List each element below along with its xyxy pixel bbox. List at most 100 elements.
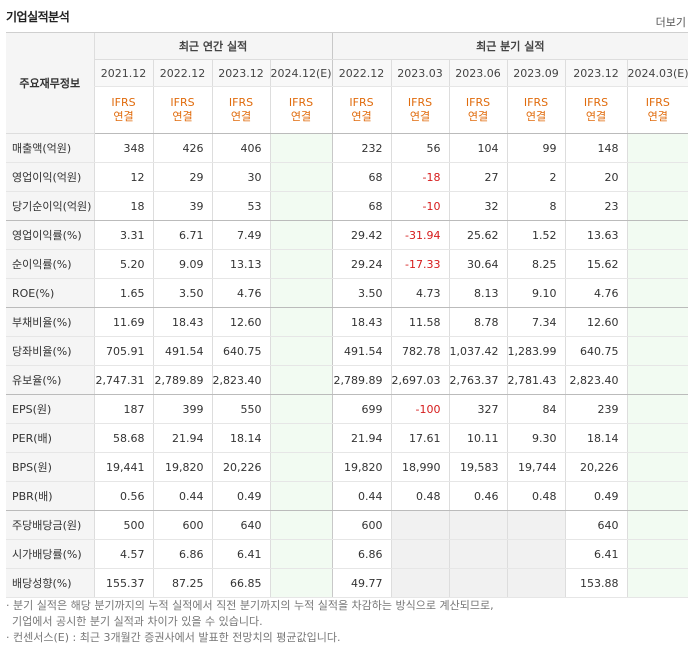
table-cell: 3.50 (152, 278, 212, 308)
period-header: 2021.12 (93, 59, 153, 87)
table-cell: 232 (331, 133, 392, 163)
table-cell: 19,820 (152, 452, 212, 482)
table-cell: 19,441 (93, 452, 153, 482)
table-cell (626, 191, 689, 221)
table-cell: 17.61 (390, 423, 450, 453)
table-cell: 0.46 (448, 481, 508, 511)
table-cell (269, 452, 333, 482)
table-cell: 0.44 (152, 481, 212, 511)
ifrs-label-top: IFRS (645, 96, 670, 109)
table-cell: 13.13 (211, 249, 270, 279)
table-cell: 84 (506, 394, 566, 424)
table-cell (269, 249, 333, 279)
table-cell: 6.86 (152, 539, 212, 569)
table-cell: 2,697.03 (390, 365, 450, 395)
table-cell: 491.54 (331, 336, 392, 366)
annual-group-header: 최근 연간 실적 (93, 32, 333, 60)
table-cell: 1,037.42 (448, 336, 508, 366)
financial-table: 주요재무정보 최근 연간 실적 최근 분기 실적 2021.12 2022.12 2… (6, 32, 689, 598)
table-cell: 6.41 (564, 539, 628, 569)
ifrs-label: IFRS 연결 (152, 86, 212, 134)
table-row: 주당배당금(원) 500 600 640 600 640 (6, 510, 689, 540)
quarter-group-header: 최근 분기 실적 (331, 32, 689, 60)
table-cell: 640.75 (211, 336, 270, 366)
table-cell (269, 278, 333, 308)
table-row: BPS(원) 19,441 19,820 20,226 19,820 18,990 19,5… (6, 452, 689, 482)
period-header: 2023.06 (448, 59, 508, 87)
table-cell (626, 539, 689, 569)
table-cell (626, 510, 689, 540)
table-row: PBR(배) 0.56 0.44 0.49 0.44 0.48 0.46 0.48 0.49 (6, 481, 689, 511)
table-cell: 104 (448, 133, 508, 163)
table-cell: 1.52 (506, 220, 566, 250)
table-cell: -10 (390, 191, 450, 221)
table-row: 유보율(%) 2,747.31 2,789.89 2,823.40 2,789.89 2,… (6, 365, 689, 395)
table-cell: 29 (152, 162, 212, 192)
table-cell: 12 (93, 162, 153, 192)
table-cell: 2,789.89 (331, 365, 392, 395)
table-cell (269, 162, 333, 192)
table-cell: 30 (211, 162, 270, 192)
table-cell (626, 394, 689, 424)
table-cell: 18.14 (564, 423, 628, 453)
table-cell (448, 539, 508, 569)
table-cell (448, 568, 508, 598)
table-cell (269, 133, 333, 163)
table-row: 부채비율(%) 11.69 18.43 12.60 18.43 11.58 8.78 7.34… (6, 307, 689, 337)
table-cell (269, 568, 333, 598)
period-header: 2022.12 (331, 59, 392, 87)
row-label: EPS(원) (6, 394, 94, 424)
ifrs-label-top: IFRS (111, 96, 136, 109)
table-cell: 23 (564, 191, 628, 221)
table-cell (269, 539, 333, 569)
table-cell: 2,781.43 (506, 365, 566, 395)
table-cell (626, 481, 689, 511)
table-cell: 25.62 (448, 220, 508, 250)
table-cell: 2,823.40 (564, 365, 628, 395)
table-cell: 3.50 (331, 278, 392, 308)
ifrs-label-bottom: 연결 (230, 110, 252, 123)
table-cell: 19,744 (506, 452, 566, 482)
table-cell: 20 (564, 162, 628, 192)
ifrs-label-top: IFRS (583, 96, 609, 109)
table-row: 영업이익(억원) 12 29 30 68 -18 27 2 20 (6, 162, 689, 192)
table-cell: 500 (93, 510, 153, 540)
table-cell: 4.76 (564, 278, 628, 308)
footnote: · 컨센서스(E) : 최근 3개월간 증권사에서 발표한 전망치의 평균값입니… (6, 631, 341, 644)
table-cell: 18 (93, 191, 153, 221)
more-link[interactable]: 더보기 (655, 16, 686, 29)
table-cell: 1.65 (93, 278, 153, 308)
table-cell: 5.20 (93, 249, 153, 279)
table-cell: 11.69 (93, 307, 153, 337)
table-cell: -31.94 (390, 220, 450, 250)
table-cell: 99 (506, 133, 566, 163)
table-cell (626, 249, 689, 279)
table-cell: 30.64 (448, 249, 508, 279)
table-cell: 21.94 (331, 423, 392, 453)
ifrs-label-bottom: 연결 (467, 110, 489, 123)
table-cell: 19,820 (331, 452, 392, 482)
table-cell: 155.37 (93, 568, 153, 598)
table-cell: 8.78 (448, 307, 508, 337)
row-label: 배당성향(%) (6, 568, 94, 598)
table-cell: 0.49 (564, 481, 628, 511)
table-cell: 9.09 (152, 249, 212, 279)
row-label: 매출액(억원) (6, 133, 94, 163)
table-cell: 640 (211, 510, 270, 540)
table-cell: -17.33 (390, 249, 450, 279)
table-cell: 4.57 (93, 539, 153, 569)
row-label: 당좌비율(%) (6, 336, 94, 366)
table-cell: 7.34 (506, 307, 566, 337)
table-cell: 2 (506, 162, 566, 192)
table-cell: 153.88 (564, 568, 628, 598)
table-cell (626, 307, 689, 337)
period-header: 2023.12 (211, 59, 270, 87)
table-cell: 550 (211, 394, 270, 424)
ifrs-label: IFRS 연결 (93, 86, 153, 134)
table-cell: -18 (390, 162, 450, 192)
row-label: 당기순이익(억원) (6, 191, 94, 221)
table-row: ROE(%) 1.65 3.50 4.76 3.50 4.73 8.13 9.10 4.76 (6, 278, 689, 308)
table-row: 시가배당률(%) 4.57 6.86 6.41 6.86 6.41 (6, 539, 689, 569)
ifrs-label-bottom: 연결 (409, 110, 431, 123)
period-header: 2024.12(E) (269, 59, 333, 87)
